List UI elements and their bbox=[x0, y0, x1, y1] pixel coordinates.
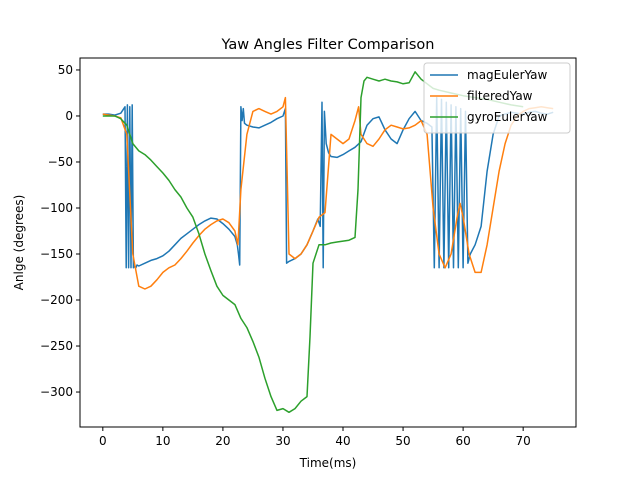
y-axis-ticks: 50 0 −50 −100 −150 −200 −250 −300 bbox=[40, 63, 80, 399]
series-line-filteredYaw bbox=[102, 96, 554, 290]
plot-frame bbox=[79, 57, 577, 428]
x-tick-label: 20 bbox=[215, 434, 230, 448]
legend-label: filteredYaw bbox=[467, 89, 533, 103]
y-tick-label: 50 bbox=[58, 63, 73, 77]
x-tick-label: 50 bbox=[395, 434, 410, 448]
legend-label: gyroEulerYaw bbox=[467, 110, 548, 124]
y-tick-label: −100 bbox=[40, 201, 73, 215]
x-tick-label: 60 bbox=[455, 434, 470, 448]
series-layer bbox=[102, 71, 554, 414]
series-line-magEulerYaw bbox=[102, 96, 554, 269]
series-line-gyroEulerYaw bbox=[102, 71, 524, 414]
x-tick-label: 30 bbox=[275, 434, 290, 448]
x-tick-label: 70 bbox=[516, 434, 531, 448]
legend: magEulerYaw filteredYaw gyroEulerYaw bbox=[423, 62, 571, 134]
x-axis-ticks: 0 10 20 30 40 50 60 70 bbox=[99, 427, 531, 448]
y-tick-label: −50 bbox=[48, 155, 73, 169]
chart-title: Yaw Angles Filter Comparison bbox=[221, 37, 435, 53]
legend-label: magEulerYaw bbox=[467, 68, 548, 82]
x-tick-label: 0 bbox=[99, 434, 107, 448]
y-tick-label: −250 bbox=[40, 339, 73, 353]
y-tick-label: −300 bbox=[40, 385, 73, 399]
legend-box bbox=[423, 62, 571, 134]
y-tick-label: −200 bbox=[40, 293, 73, 307]
y-axis-title: Anlge (degrees) bbox=[12, 195, 26, 291]
y-tick-label: −150 bbox=[40, 247, 73, 261]
y-tick-label: 0 bbox=[65, 109, 73, 123]
x-axis-title: Time(ms) bbox=[299, 456, 357, 470]
x-tick-label: 10 bbox=[155, 434, 170, 448]
x-tick-label: 40 bbox=[335, 434, 350, 448]
